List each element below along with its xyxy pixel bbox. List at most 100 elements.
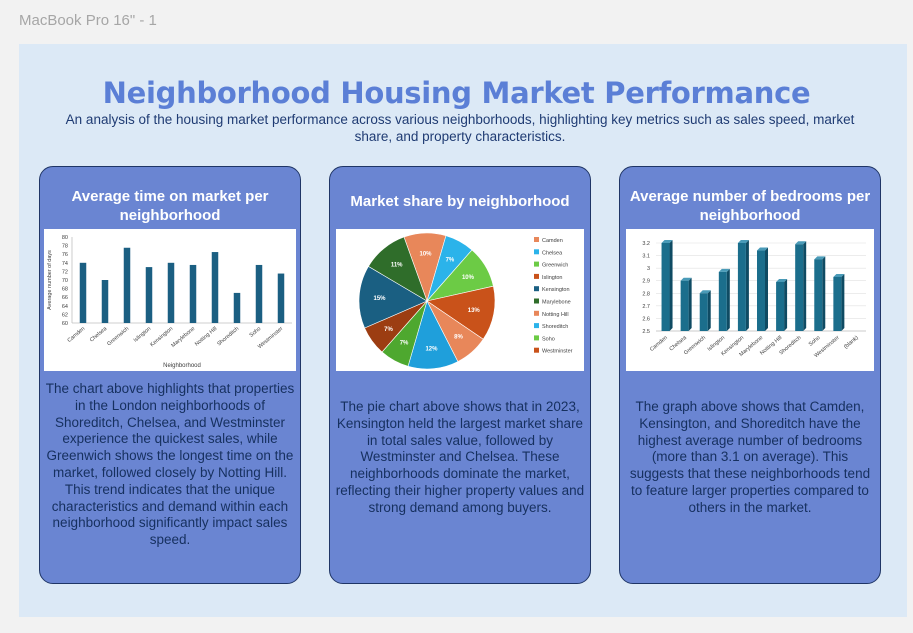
y-tick-label: 68 xyxy=(62,287,68,293)
legend-label: Kensington xyxy=(542,287,570,293)
bar-top xyxy=(737,240,749,243)
bar-top xyxy=(661,240,673,243)
chart-time-on-market: 60 62 64 66 68 70 72 74 76 78 80 Camden Chelsea Green… xyxy=(44,229,296,371)
legend-swatch xyxy=(534,286,539,292)
bar-top xyxy=(757,247,768,251)
card-time-on-market: Average time on market per neighborhood … xyxy=(39,166,301,584)
y-tick-label: 2.5 xyxy=(642,329,650,335)
x-tick-label: Greenwich xyxy=(106,326,130,347)
x-tick-label: Islington xyxy=(133,326,153,344)
legend-label: Greenwich xyxy=(542,263,568,269)
legend-swatch xyxy=(534,273,539,279)
legend-swatch xyxy=(534,335,539,341)
x-tick-label: Shoreditch xyxy=(216,326,240,347)
bar xyxy=(814,259,823,331)
slice-label: 7% xyxy=(446,257,455,263)
bar xyxy=(123,247,131,323)
card-description: The pie chart above shows that in 2023, … xyxy=(335,399,585,515)
y-tick-label: 76 xyxy=(62,252,68,258)
x-tick-label: Soho xyxy=(249,326,263,339)
chart-bedrooms: 2.5 2.6 2.7 2.8 2.9 3 3.1 3.2 Camden Chelsea Green… xyxy=(626,229,874,371)
y-tick-label: 3 xyxy=(647,266,650,272)
y-tick-label: 2.9 xyxy=(642,279,650,285)
slice-label: 11% xyxy=(391,262,403,268)
bar xyxy=(661,243,670,331)
slice-label: 13% xyxy=(468,308,481,314)
legend-label: Chelsea xyxy=(542,250,563,256)
legend-swatch xyxy=(534,261,539,267)
bar xyxy=(737,243,746,331)
bar xyxy=(211,252,219,323)
slice-label: 10% xyxy=(462,275,475,281)
bar xyxy=(680,280,689,331)
legend-label: Notting Hill xyxy=(542,312,569,318)
y-tick-label: 80 xyxy=(62,235,68,241)
bar xyxy=(795,244,804,331)
bar-side xyxy=(803,241,807,331)
bar-side xyxy=(669,240,673,331)
y-tick-label: 60 xyxy=(62,321,68,327)
x-tick-label: Soho xyxy=(808,335,822,348)
x-axis-title: Neighborhood xyxy=(163,363,201,369)
bar xyxy=(833,276,842,331)
y-tick-label: 2.7 xyxy=(642,304,650,310)
y-tick-label: 64 xyxy=(62,304,68,310)
pie-slice xyxy=(358,265,428,329)
card-title: Average time on market per neighborhood xyxy=(71,188,269,224)
bar-side xyxy=(726,268,730,331)
legend-label: Islington xyxy=(542,275,563,281)
bar-top xyxy=(833,273,845,277)
card-description: The graph above shows that Camden, Kensi… xyxy=(629,399,871,515)
legend-label: Marylebone xyxy=(542,300,571,306)
slice-label: 8% xyxy=(454,335,463,341)
y-tick-label: 72 xyxy=(62,269,68,275)
bar-side xyxy=(784,278,788,331)
x-tick-label: Camden xyxy=(66,326,86,344)
x-tick-label: Camden xyxy=(649,335,669,353)
page-subtitle: An analysis of the housing market perfor… xyxy=(65,112,855,144)
card-bedrooms: Average number of bedrooms per neighborh… xyxy=(619,166,881,584)
y-tick-label: 2.6 xyxy=(642,316,650,322)
bar xyxy=(233,292,241,323)
y-tick-label: 78 xyxy=(62,244,68,250)
pie-chart-market-share: 10% 7% 10% 13% 8% 12% 7% 7% 15% 11% Camden Chelsea G… xyxy=(358,232,573,370)
y-tick-label: 62 xyxy=(62,312,68,318)
bar-side xyxy=(745,240,749,331)
legend-label: Shoreditch xyxy=(542,324,568,330)
legend-swatch xyxy=(534,298,539,304)
y-axis-title: Average number of days xyxy=(47,250,53,310)
x-tick-label: Notting Hill xyxy=(194,326,218,348)
bar xyxy=(277,273,285,323)
legend-swatch xyxy=(534,249,539,255)
bar-top xyxy=(776,278,788,282)
y-tick-label: 3.2 xyxy=(642,241,650,247)
y-tick-label: 66 xyxy=(62,295,68,301)
y-tick-label: 74 xyxy=(62,261,68,267)
bar xyxy=(718,271,727,331)
slice-label: 7% xyxy=(400,341,409,347)
page-title: Neighborhood Housing Market Performance xyxy=(102,76,811,110)
x-tick-label: Chelsea xyxy=(89,325,109,343)
card-title: Average number of bedrooms per neighborh… xyxy=(629,188,871,224)
bar-top xyxy=(680,277,692,281)
slice-label: 12% xyxy=(425,346,438,352)
legend-swatch xyxy=(534,237,539,242)
legend-swatch xyxy=(534,310,539,316)
x-tick-label: Marylebone xyxy=(170,326,196,349)
bar xyxy=(167,262,175,323)
legend-swatch xyxy=(534,347,539,353)
bar xyxy=(145,267,153,323)
bar xyxy=(776,281,785,331)
bar xyxy=(79,262,87,323)
bar-side xyxy=(822,256,826,331)
bar xyxy=(101,280,109,323)
legend-swatch xyxy=(534,323,539,329)
y-tick-label: 3.1 xyxy=(642,254,650,260)
pie-slice xyxy=(426,285,496,340)
bar xyxy=(255,264,263,323)
bar-side xyxy=(707,290,711,331)
bar-chart-time-on-market: 60 62 64 66 68 70 72 74 76 78 80 Camden ChelseaGreen… xyxy=(47,235,292,369)
slice-label: 15% xyxy=(373,296,386,302)
bar-side xyxy=(841,273,845,331)
